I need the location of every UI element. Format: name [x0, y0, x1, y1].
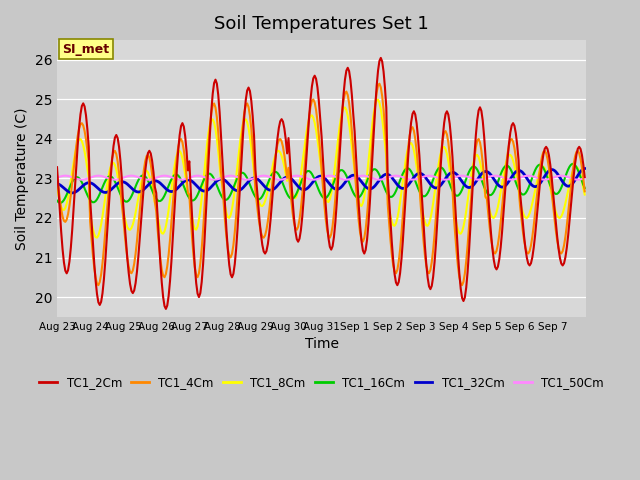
Text: SI_met: SI_met — [62, 43, 109, 56]
Title: Soil Temperatures Set 1: Soil Temperatures Set 1 — [214, 15, 429, 33]
X-axis label: Time: Time — [305, 337, 339, 351]
Y-axis label: Soil Temperature (C): Soil Temperature (C) — [15, 107, 29, 250]
Legend: TC1_2Cm, TC1_4Cm, TC1_8Cm, TC1_16Cm, TC1_32Cm, TC1_50Cm: TC1_2Cm, TC1_4Cm, TC1_8Cm, TC1_16Cm, TC1… — [35, 372, 609, 394]
